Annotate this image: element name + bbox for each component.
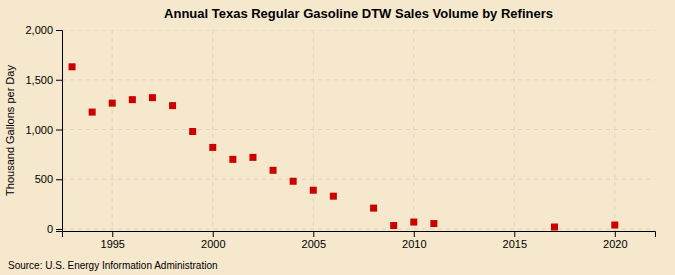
axis-line xyxy=(63,232,656,238)
tick: 2010 xyxy=(402,231,426,250)
tick-label: 2015 xyxy=(503,238,527,250)
tick: 2005 xyxy=(302,231,326,250)
tick-label: 2000 xyxy=(201,238,225,250)
point xyxy=(149,94,156,101)
point xyxy=(551,224,558,231)
grid-line xyxy=(212,30,213,231)
tick-label: 2,000 xyxy=(25,24,53,36)
tick-mark xyxy=(56,80,62,81)
point xyxy=(189,128,196,135)
tick-mark xyxy=(56,229,62,230)
tick-mark xyxy=(56,30,62,31)
grid-line xyxy=(112,30,113,231)
grid-line xyxy=(514,30,515,231)
annotation: Source: U.S. Energy Information Administ… xyxy=(8,260,218,271)
grid-line xyxy=(313,30,314,231)
point xyxy=(229,156,236,163)
tick-mark xyxy=(615,231,616,237)
point xyxy=(209,144,216,151)
title: Annual Texas Regular Gasoline DTW Sales … xyxy=(164,6,553,21)
tick-label: 1995 xyxy=(101,238,125,250)
point xyxy=(169,102,176,109)
tick: 2015 xyxy=(503,231,527,250)
point xyxy=(109,100,116,107)
tick-mark xyxy=(56,179,62,180)
tick: 2,000 xyxy=(25,24,62,36)
tick-label: 2010 xyxy=(402,238,426,250)
point xyxy=(370,205,377,212)
grid-line xyxy=(62,79,655,80)
point xyxy=(249,154,256,161)
plot: 1995 2000 2005 2010 2015 2020 0 500 1,000 1,500 2,… xyxy=(25,24,655,250)
point xyxy=(611,222,618,229)
grid-line xyxy=(62,30,655,31)
tick-label: 500 xyxy=(35,173,53,185)
tick-label: 1,500 xyxy=(25,74,53,86)
tick-mark xyxy=(514,231,515,237)
grid-line xyxy=(614,30,615,231)
points xyxy=(69,63,619,230)
tick-mark xyxy=(112,231,113,237)
tick-label: 0 xyxy=(47,223,53,235)
grid-line xyxy=(413,30,414,231)
tick: 2000 xyxy=(201,231,225,250)
point xyxy=(310,187,317,194)
tick: 1,500 xyxy=(25,74,62,86)
point xyxy=(430,220,437,227)
point xyxy=(330,193,337,200)
chart: 1995 2000 2005 2010 2015 2020 0 500 1,000 1,500 2,… xyxy=(0,0,675,275)
y-axis-title: Thousand Gallons per Day xyxy=(4,65,16,196)
point xyxy=(290,178,297,185)
grid xyxy=(62,30,655,231)
point xyxy=(410,219,417,226)
grid-line xyxy=(62,129,655,130)
point xyxy=(129,96,136,103)
tick-label: 2005 xyxy=(302,238,326,250)
tick: 2020 xyxy=(603,231,627,250)
point xyxy=(390,222,397,229)
tick-label: 2020 xyxy=(603,238,627,250)
tick-mark xyxy=(313,231,314,237)
axis-line xyxy=(56,31,63,232)
tick: 1,000 xyxy=(25,124,62,136)
tick: 0 xyxy=(47,223,62,235)
y-axis: 0 500 1,000 1,500 2,000 xyxy=(25,24,62,235)
tick-mark xyxy=(56,130,62,131)
point xyxy=(69,63,76,70)
x-axis: 1995 2000 2005 2010 2015 2020 xyxy=(63,231,656,250)
tick: 1995 xyxy=(101,231,125,250)
tick-label: 1,000 xyxy=(25,124,53,136)
tick: 500 xyxy=(35,173,62,185)
grid-line xyxy=(62,229,655,230)
tick-mark xyxy=(414,231,415,237)
tick-mark xyxy=(213,231,214,237)
point xyxy=(270,167,277,174)
point xyxy=(89,109,96,116)
grid-line xyxy=(62,179,655,180)
